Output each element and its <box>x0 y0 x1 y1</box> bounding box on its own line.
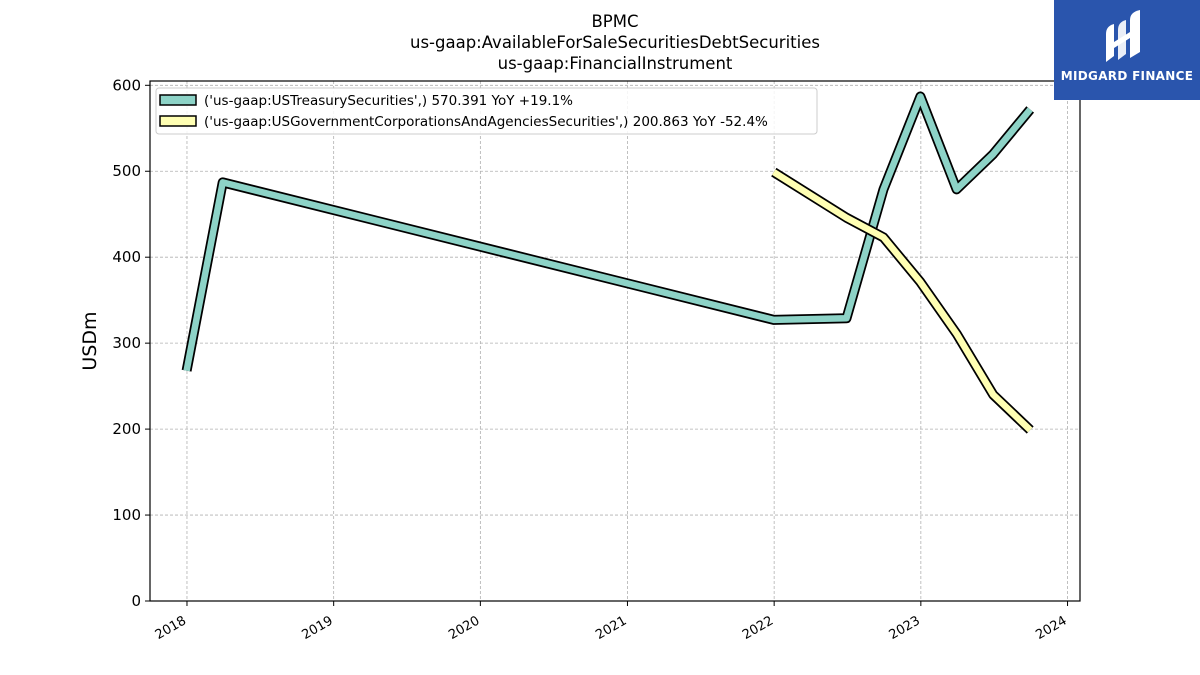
legend-entry: ('us-gaap:USGovernmentCorporationsAndAge… <box>204 114 768 130</box>
logo-mark-icon <box>1106 10 1140 62</box>
x-tick-label: 2019 <box>300 613 336 643</box>
y-tick-label: 400 <box>112 248 141 266</box>
grid <box>150 81 1080 602</box>
x-tick-label: 2018 <box>153 613 189 643</box>
x-axis: 2018 2019 2020 2021 2022 2023 2024 <box>153 601 1070 643</box>
series-lines <box>181 91 1035 434</box>
plot-frame <box>149 80 1081 602</box>
brand-logo: MIDGARD FINANCE <box>1054 0 1200 100</box>
logo-text: MIDGARD FINANCE <box>1060 69 1194 83</box>
y-tick-label: 100 <box>112 506 141 524</box>
series-line-1 <box>183 93 1033 372</box>
y-tick-label: 500 <box>112 162 141 180</box>
y-axis: 0 100 200 300 400 500 600 <box>112 76 150 610</box>
series-line-2 <box>772 169 1033 433</box>
y-tick-label: 600 <box>112 76 141 94</box>
x-tick-label: 2022 <box>740 613 776 643</box>
y-tick-label: 300 <box>112 334 141 352</box>
chart-title-line: BPMC <box>591 12 638 31</box>
legend-entry: ('us-gaap:USTreasurySecurities',) 570.39… <box>204 93 573 109</box>
legend-swatch <box>159 94 197 106</box>
x-tick-label: 2023 <box>887 613 923 643</box>
legend-swatch <box>159 115 197 127</box>
legend: ('us-gaap:USTreasurySecurities',) 570.39… <box>155 87 818 135</box>
y-axis-label: USDm <box>79 311 101 370</box>
chart-title: BPMC us-gaap:AvailableForSaleSecuritiesDe… <box>410 12 820 73</box>
y-tick-label: 0 <box>131 592 141 610</box>
legend-box <box>155 87 818 135</box>
chart-title-line: us-gaap:AvailableForSaleSecuritiesDebtSe… <box>410 33 820 52</box>
x-tick-label: 2021 <box>593 613 629 643</box>
x-tick-label: 2020 <box>446 613 482 643</box>
chart-title-line: us-gaap:FinancialInstrument <box>498 54 733 73</box>
y-tick-label: 200 <box>112 420 141 438</box>
x-tick-label: 2024 <box>1033 613 1069 643</box>
